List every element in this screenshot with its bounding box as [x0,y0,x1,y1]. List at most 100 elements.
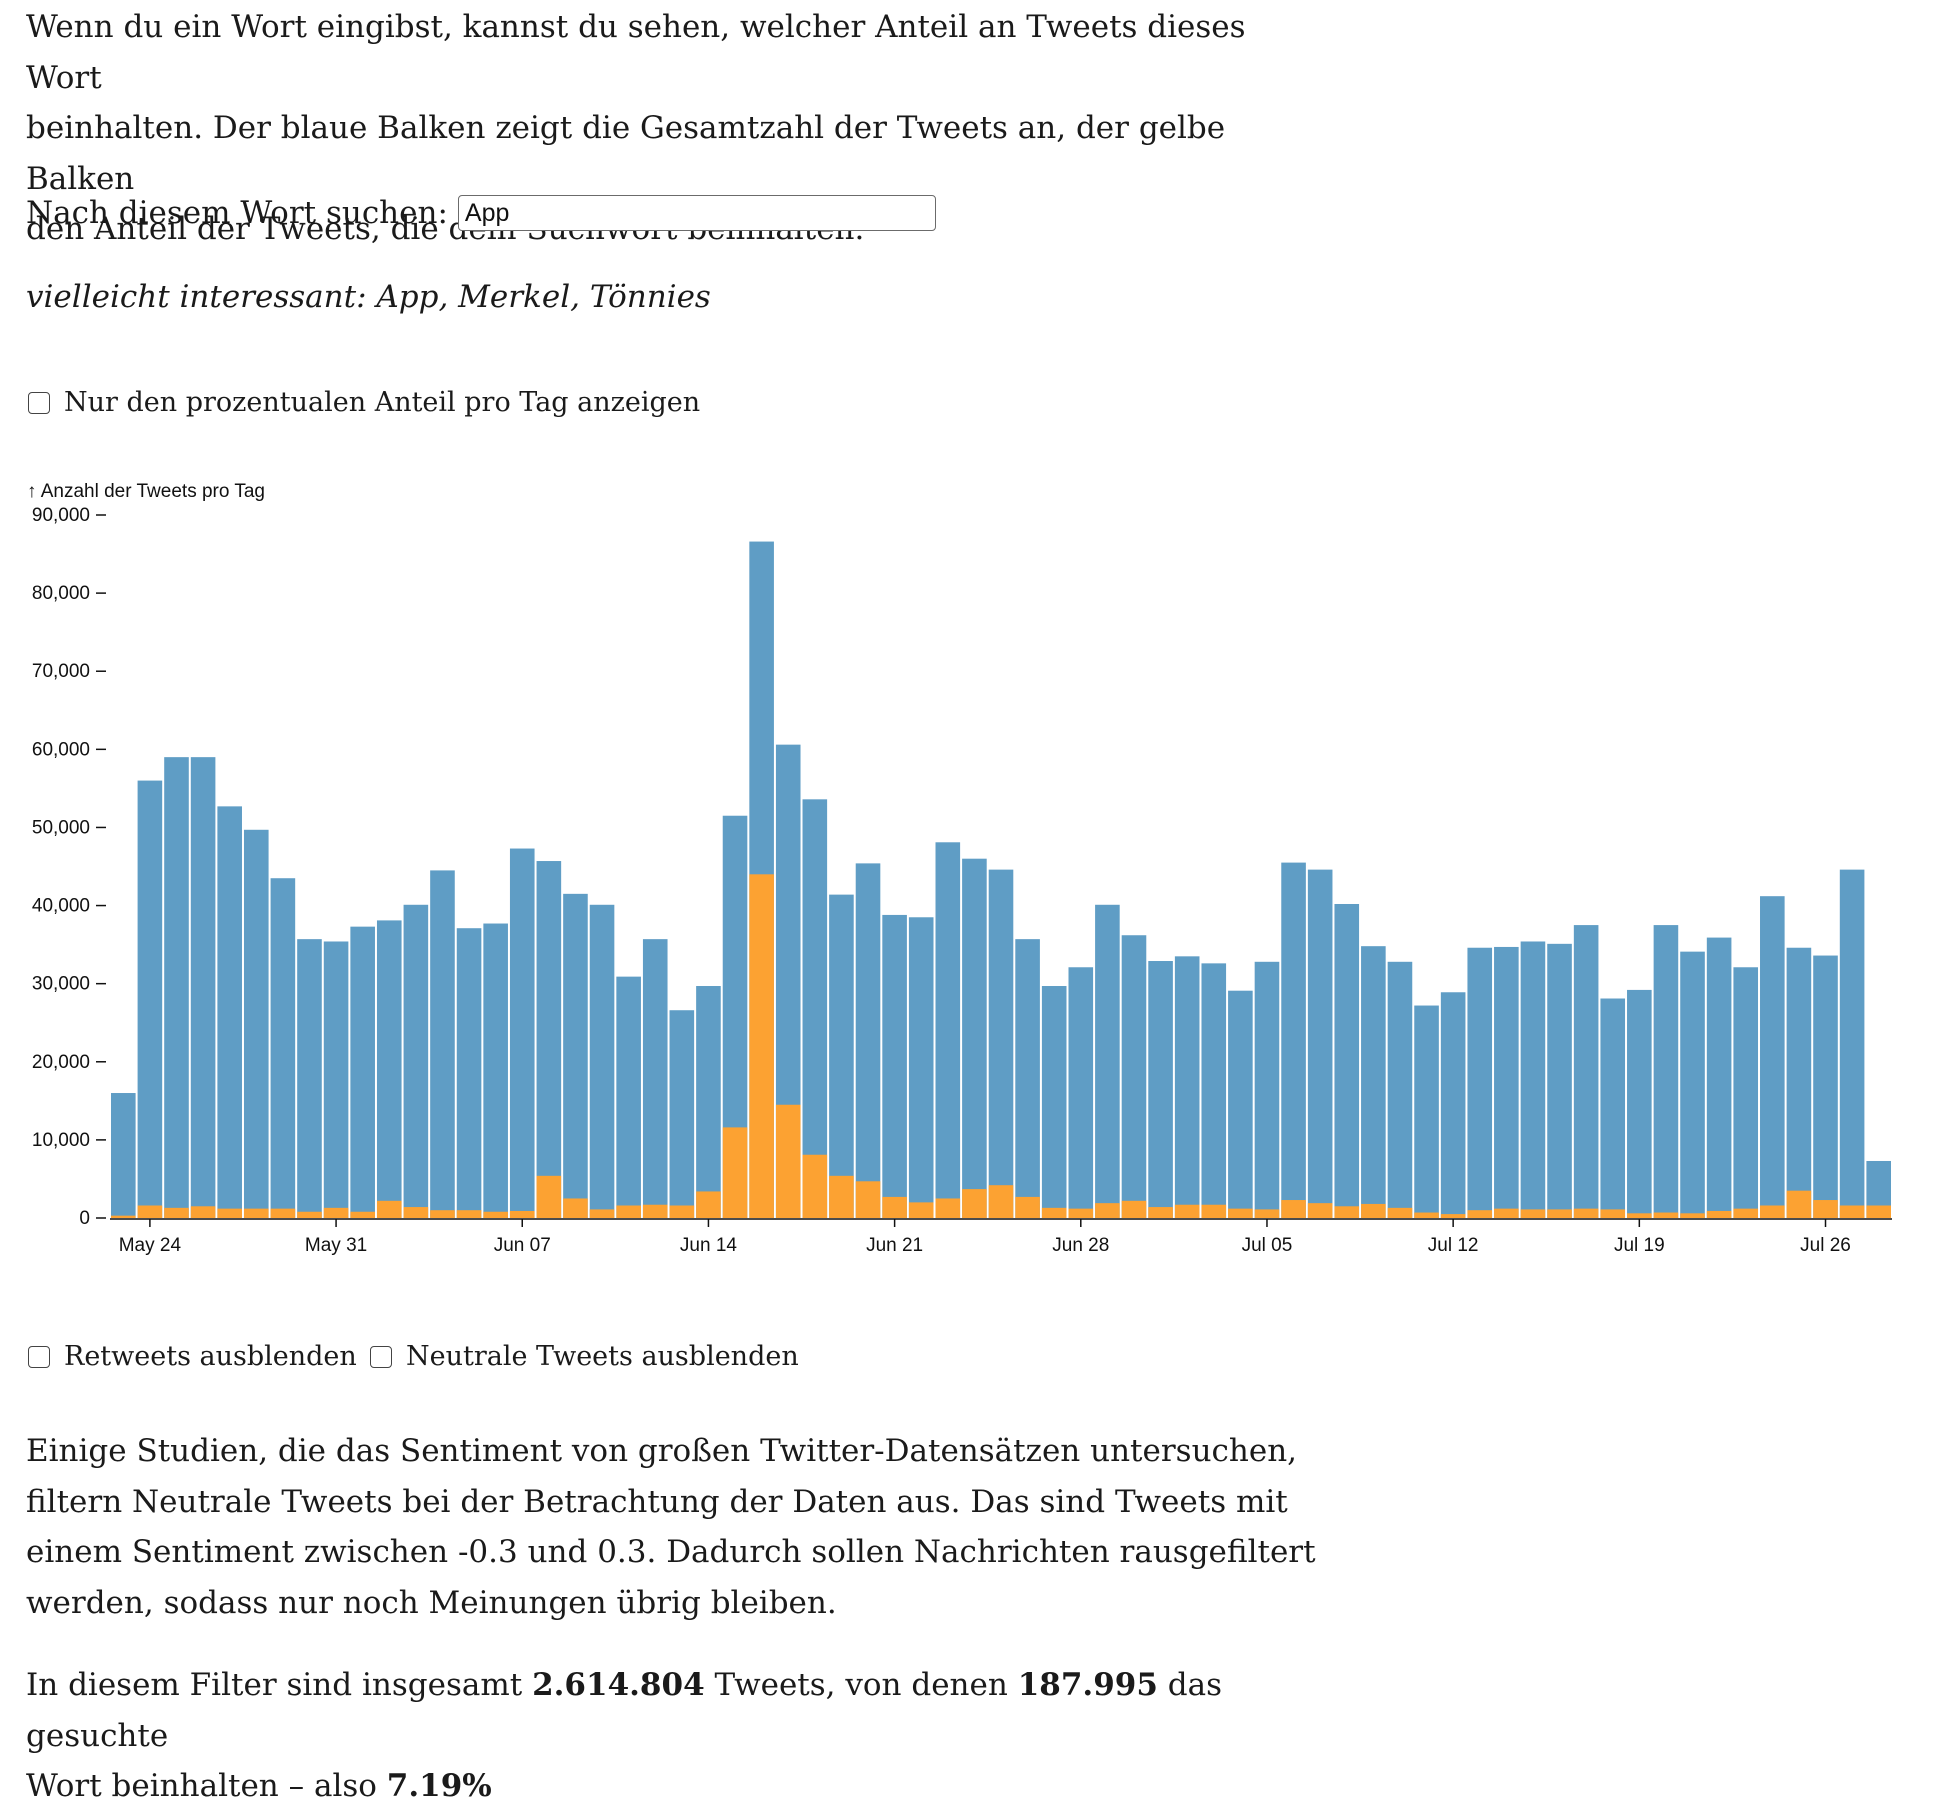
y-tick-label: 30,000 [32,974,90,995]
match-bar [243,1208,269,1218]
total-bar [829,894,854,1218]
match-bar [1095,1203,1120,1218]
neutral-toggle[interactable]: Neutrale Tweets ausblenden [370,1337,799,1377]
total-bar [1627,989,1652,1218]
total-bar [270,878,296,1218]
x-tick-label: Jul 05 [1242,1235,1293,1256]
intro-line: beinhalten. Der blaue Balken zeigt die G… [26,110,1226,197]
match-bar [1866,1205,1891,1218]
match-bar [536,1175,562,1218]
match-bar [1254,1209,1280,1218]
retweets-toggle[interactable]: Retweets ausblenden [28,1337,357,1377]
match-bar [749,874,774,1218]
explanation-line: Einige Studien, die das Sentiment von gr… [26,1433,1298,1469]
total-bar [190,757,216,1218]
y-tick-label: 70,000 [32,661,90,682]
match-bar [1520,1209,1546,1218]
total-bar [1467,947,1493,1218]
x-tick-label: Jun 21 [866,1235,923,1256]
total-bar [1733,967,1759,1218]
total-bar [1068,967,1094,1218]
total-bar [1095,904,1120,1218]
total-bar [802,799,828,1218]
retweets-checkbox[interactable] [28,1346,50,1368]
match-bar [1467,1210,1493,1218]
match-bar [1786,1190,1812,1218]
total-bar [908,917,934,1218]
explanation-line: einem Sentiment zwischen -0.3 und 0.3. D… [26,1534,1316,1570]
match-bar [1706,1210,1732,1218]
stats-text: Tweets, von denen [714,1667,1008,1703]
match-bar [137,1205,163,1218]
x-axis: May 24 May 31 Jun 07 Jun 14 Jun 21 Jun 28 Jul … [110,1218,1892,1256]
y-tick-label: 10,000 [32,1130,90,1151]
total-bar [430,870,455,1218]
x-tick-label: Jul 19 [1614,1235,1665,1256]
match-bar [376,1200,402,1218]
y-tick-label: 60,000 [32,739,90,760]
total-bar [536,861,562,1218]
total-bar [1148,961,1173,1218]
total-bar [1254,961,1280,1218]
match-bar [696,1191,721,1218]
total-bar [696,986,721,1218]
match-bar [1760,1205,1785,1218]
search-row: Nach diesem Wort suchen: [26,188,936,238]
retweets-label: Retweets ausblenden [64,1341,357,1372]
match-bar [882,1196,907,1218]
total-bar [1307,869,1333,1218]
match-bar [1547,1209,1572,1218]
match-bar [1839,1205,1865,1218]
y-tick-label: 80,000 [32,583,90,604]
total-bar [456,928,482,1218]
neutral-label: Neutrale Tweets ausblenden [406,1341,799,1372]
match-bar [1653,1212,1679,1218]
total-bar [403,904,429,1218]
total-bar [1786,947,1812,1218]
x-tick-label: May 24 [119,1235,182,1256]
match-bar [669,1205,695,1218]
total-bar [1760,896,1785,1218]
y-tick-label: 20,000 [32,1052,90,1073]
search-input[interactable] [457,195,936,231]
neutral-checkbox[interactable] [370,1346,392,1368]
match-bar [270,1208,296,1218]
match-bar [1387,1207,1413,1218]
total-bar [1494,946,1519,1218]
match-bar [1041,1207,1067,1218]
match-bar [962,1189,987,1218]
x-tick-label: Jul 12 [1428,1235,1479,1256]
y-tick-label: 90,000 [32,505,90,526]
match-bar [1121,1200,1147,1218]
match-bar [1281,1200,1306,1218]
total-bar [1334,903,1360,1218]
percent-checkbox[interactable] [28,392,50,414]
match-bar [1174,1204,1200,1218]
match-bar [297,1211,322,1218]
total-bar [323,941,349,1218]
stats-text: Wort beinhalten – also [26,1768,377,1804]
intro-paragraph: Wenn du ein Wort eingibst, kannst du seh… [26,2,1316,255]
total-bar [642,939,668,1218]
y-tick-label: 40,000 [32,896,90,917]
stats-text: das gesuchte [26,1667,1223,1754]
match-bar [1440,1214,1466,1218]
match-bar [1228,1208,1253,1218]
total-bar [882,914,907,1218]
total-bar [1520,941,1546,1218]
total-bar [1839,869,1865,1218]
match-bar [935,1198,961,1218]
match-bar [403,1207,429,1218]
y-tick-label: 50,000 [32,817,90,838]
percent-toggle[interactable]: Nur den prozentualen Anteil pro Tag anze… [28,383,700,423]
y-axis-title: ↑ Anzahl der Tweets pro Tag [27,481,265,502]
total-bar [111,1093,136,1218]
x-tick-label: May 31 [305,1235,367,1256]
match-bar [456,1210,482,1218]
search-label: Nach diesem Wort suchen: [26,195,448,231]
match-bar [1733,1208,1759,1218]
y-tick-label: 0 [79,1208,90,1229]
total-bar [137,780,163,1218]
match-bar [855,1181,881,1218]
total-bar [616,976,641,1218]
